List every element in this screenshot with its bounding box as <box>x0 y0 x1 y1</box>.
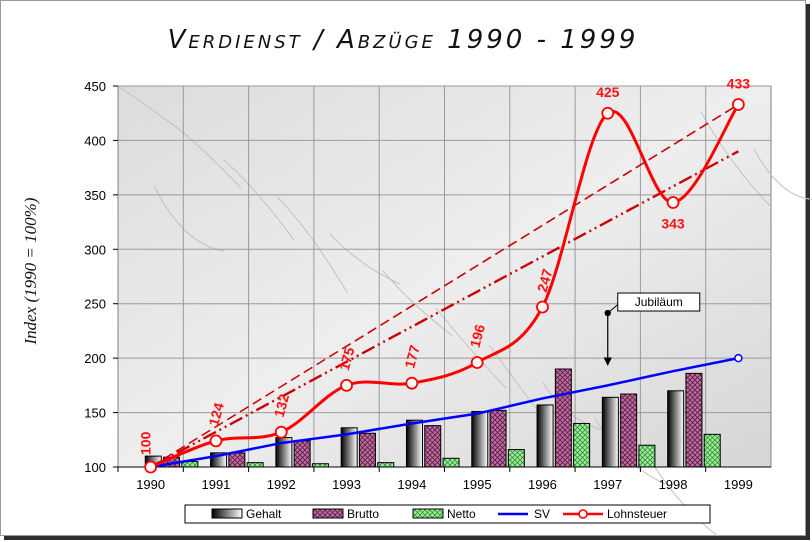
annotation-box <box>617 292 701 312</box>
data-label-lohnsteuer: 124 <box>205 401 227 428</box>
marble-vein <box>329 233 401 285</box>
legend-label-brutto: Brutto <box>347 507 379 521</box>
bar-brutto <box>358 432 376 468</box>
bar-netto <box>246 462 264 468</box>
x-tick-label: 1998 <box>659 477 688 492</box>
point-lohnsteuer <box>666 196 680 209</box>
legend-label-gehalt: Gehalt <box>246 507 282 521</box>
x-tick-label: 1993 <box>332 477 361 492</box>
marble-vein <box>276 196 348 293</box>
legend-label-netto: Netto <box>447 507 476 521</box>
bar-netto <box>311 463 329 468</box>
bar-brutto <box>620 393 638 468</box>
point-sv-end <box>734 353 743 363</box>
bar-netto <box>507 449 525 468</box>
y-tick-label: 250 <box>84 297 106 312</box>
y-tick-label: 200 <box>84 351 106 366</box>
data-label-lohnsteuer: 175 <box>336 345 358 372</box>
x-tick-label: 1999 <box>724 477 753 492</box>
legend-label-sv: SV <box>534 507 550 521</box>
line-sv <box>150 356 739 469</box>
bar-gehalt <box>601 396 619 468</box>
trendline-1 <box>150 103 739 468</box>
data-label-lohnsteuer: 100 <box>138 431 154 455</box>
data-label-lohnsteuer: 433 <box>727 76 751 92</box>
point-lohnsteuer <box>405 376 419 390</box>
point-lohnsteuer <box>536 300 549 314</box>
data-label-lohnsteuer: 177 <box>401 343 423 370</box>
data-label-lohnsteuer: 425 <box>596 84 620 100</box>
y-tick-label: 150 <box>84 406 106 421</box>
data-label-lohnsteuer: 247 <box>534 267 556 294</box>
x-tick-label: 1992 <box>267 477 296 492</box>
bar-brutto <box>554 368 572 468</box>
marble-vein <box>223 159 295 241</box>
point-lohnsteuer <box>209 434 223 448</box>
legend-swatch-gehalt <box>211 508 243 519</box>
bar-gehalt <box>667 390 685 468</box>
trendline-0 <box>150 150 739 469</box>
marble-vein <box>647 455 719 537</box>
y-tick-label: 300 <box>84 242 106 257</box>
marble-vein <box>382 270 454 337</box>
data-label-lohnsteuer: 343 <box>661 215 685 231</box>
bar-brutto <box>489 409 507 468</box>
bar-gehalt <box>340 427 358 468</box>
bar-gehalt <box>405 419 423 468</box>
point-lohnsteuer <box>144 460 158 474</box>
x-tick-label: 1995 <box>463 477 492 492</box>
bar-brutto <box>228 452 246 468</box>
legend-label-lohnsteuer: Lohnsteuer <box>607 507 667 521</box>
x-tick-label: 1997 <box>593 477 622 492</box>
x-tick-label: 1994 <box>397 477 426 492</box>
y-tick-label: 100 <box>84 460 106 475</box>
bar-netto <box>638 444 656 468</box>
chart-title: Verdienst / Abzüge 1990 - 1999 <box>167 25 639 55</box>
y-tick-label: 450 <box>84 79 106 94</box>
bar-brutto <box>293 440 311 468</box>
bar-brutto <box>424 425 442 468</box>
bar-netto <box>377 462 395 468</box>
marble-vein <box>435 307 507 389</box>
data-label-lohnsteuer: 196 <box>467 322 489 349</box>
bar-netto <box>703 433 721 468</box>
bar-gehalt <box>536 404 554 468</box>
point-lohnsteuer <box>274 425 288 439</box>
point-lohnsteuer <box>601 106 615 120</box>
data-label-lohnsteuer: 132 <box>271 392 293 419</box>
point-lohnsteuer <box>731 98 745 111</box>
bar-brutto <box>685 372 703 468</box>
x-tick-label: 1990 <box>136 477 165 492</box>
bar-netto <box>573 422 591 468</box>
x-tick-label: 1996 <box>528 477 557 492</box>
y-tick-label: 400 <box>84 133 106 148</box>
marble-vein <box>170 122 242 189</box>
point-lohnsteuer <box>340 378 353 392</box>
legend-swatch-brutto <box>312 508 344 519</box>
y-tick-label: 350 <box>84 188 106 203</box>
legend-swatch-netto <box>412 508 444 519</box>
marble-vein <box>753 148 812 200</box>
bar-gehalt <box>471 410 489 468</box>
bar-netto <box>442 457 460 468</box>
legend-marker-lohnsteuer <box>578 509 588 519</box>
annotation-text: Jubiläum <box>635 295 683 309</box>
x-tick-label: 1991 <box>201 477 230 492</box>
point-lohnsteuer <box>470 356 484 369</box>
